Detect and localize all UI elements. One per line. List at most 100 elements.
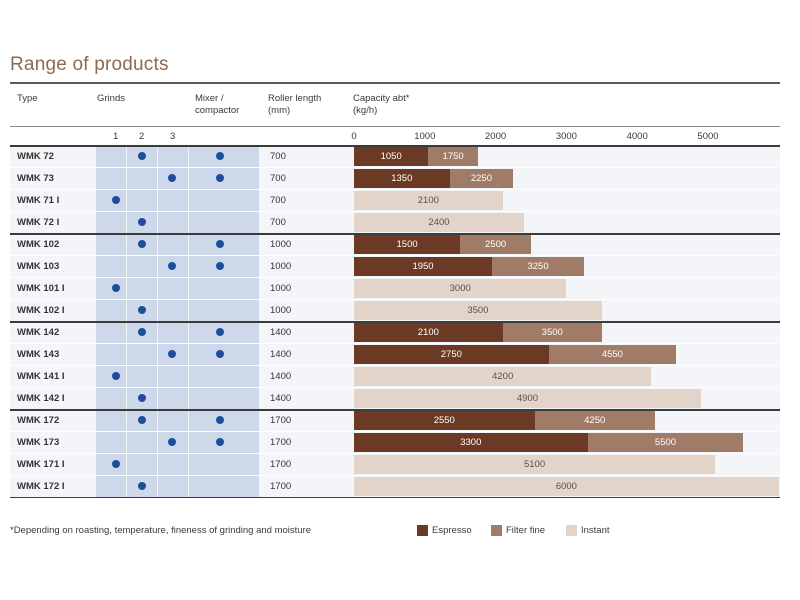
header-capacity-line2: (kg/h) [353,105,378,116]
mixer-dot [216,240,224,248]
grind-cell [158,212,188,233]
grind-dot [138,482,146,490]
grind-cell [127,190,157,211]
mixer-cell [189,190,259,211]
bar-instant: 6000 [354,477,779,496]
table-row: WMK 172 1700 2550 4250 [10,410,780,432]
row-type: WMK 171 I [17,459,65,470]
grind-dot [112,284,120,292]
roller-length: 1700 [270,459,292,470]
row-type: WMK 101 I [17,283,65,294]
header-bottom-rule [10,126,780,127]
footnote: *Depending on roasting, temperature, fin… [10,525,312,536]
row-divider [10,299,780,300]
header-roller-line1: Roller length [268,93,322,104]
mixer-cell [189,366,259,387]
mixer-dot [216,350,224,358]
x-tick-label: 2000 [485,131,507,142]
mixer-dot [216,438,224,446]
bar-instant: 4900 [354,389,701,408]
row-divider [10,211,780,212]
row-divider [10,255,780,256]
grind-cell [96,432,126,453]
grind-dot [112,372,120,380]
roller-length: 1700 [270,437,292,448]
grind-cell [96,190,126,211]
mixer-cell [189,454,259,475]
grind-cell [158,300,188,321]
bar-espresso: 3300 [354,433,588,452]
row-type: WMK 72 [17,151,54,162]
grind-cell [96,366,126,387]
table-row: WMK 102 I 1000 3500 [10,300,780,322]
table-row: WMK 172 I 1700 6000 [10,476,780,498]
table-row: WMK 171 I 1700 5100 [10,454,780,476]
grind-cell [158,146,188,167]
grind-cell [96,454,126,475]
bar-espresso: 2100 [354,323,503,342]
grind-cell [96,476,126,497]
mixer-cell [189,432,259,453]
grind-cell [127,278,157,299]
table-row: WMK 102 1000 1500 2500 [10,234,780,256]
x-tick-label: 3000 [555,131,577,142]
legend-swatch-espresso [417,525,428,536]
grind-label-3: 3 [170,131,176,142]
x-tick-label: 1000 [414,131,436,142]
grind-dot [112,196,120,204]
table-row: WMK 142 1400 2100 3500 [10,322,780,344]
grind-dot [138,240,146,248]
mixer-cell [189,476,259,497]
grind-cell [96,278,126,299]
grind-cell [158,234,188,255]
header-mixer-line1: Mixer / [195,93,224,104]
grind-cell [96,168,126,189]
bar-espresso: 1950 [354,257,493,276]
grind-cell [127,256,157,277]
bar-instant: 5100 [354,455,716,474]
roller-length: 1000 [270,239,292,250]
mixer-cell [189,168,259,189]
group-divider [10,145,780,147]
roller-length: 700 [270,151,286,162]
row-type: WMK 172 I [17,481,65,492]
row-divider [10,365,780,366]
table-row: WMK 173 1700 3300 5500 [10,432,780,454]
group-divider [10,233,780,235]
header-roller-line2: (mm) [268,105,291,116]
row-divider [10,167,780,168]
roller-length: 1000 [270,283,292,294]
grind-cell [96,322,126,343]
row-divider [10,277,780,278]
page-title: Range of products [10,54,169,75]
row-type: WMK 71 I [17,195,60,206]
row-type: WMK 73 [17,173,54,184]
bar-filter-fine: 4250 [534,411,655,430]
grind-label-1: 1 [113,131,119,142]
mixer-cell [189,146,259,167]
mixer-cell [189,256,259,277]
table-row: WMK 142 I 1400 4900 [10,388,780,410]
mixer-dot [216,152,224,160]
bar-instant: 2400 [354,213,524,232]
mixer-cell [189,278,259,299]
bar-filter-fine: 5500 [587,433,744,452]
mixer-cell [189,410,259,431]
bar-filter-fine: 3250 [492,257,585,276]
grind-cell [158,388,188,409]
roller-length: 1000 [270,305,292,316]
table-bottom-rule [10,497,780,498]
roller-length: 700 [270,173,286,184]
grind-cell [96,234,126,255]
grind-cell [127,168,157,189]
row-divider [10,431,780,432]
roller-length: 1400 [270,349,292,360]
row-divider [10,453,780,454]
grind-label-2: 2 [139,131,145,142]
row-type: WMK 142 I [17,393,65,404]
grind-cell [127,432,157,453]
mixer-dot [216,416,224,424]
table-row: WMK 141 I 1400 4200 [10,366,780,388]
mixer-cell [189,212,259,233]
grind-dot [112,460,120,468]
